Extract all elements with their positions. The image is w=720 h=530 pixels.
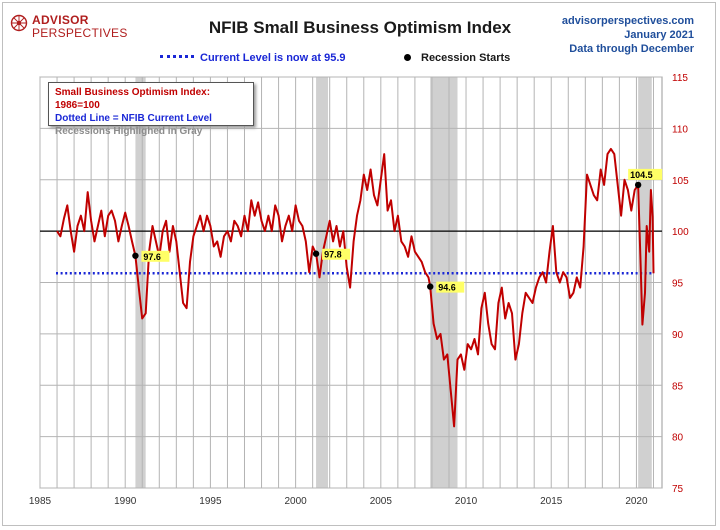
- marker-label: 104.5: [630, 170, 653, 180]
- source-date: January 2021: [624, 29, 694, 41]
- y-tick-label: 100: [672, 227, 689, 238]
- recession-markers: 97.6 97.8 94.6 104.5: [132, 168, 663, 293]
- advisor-perspectives-logo: ADVISOR PERSPECTIVES: [10, 12, 130, 42]
- reference-lines: [40, 230, 662, 275]
- logo-text-top: ADVISOR: [32, 13, 89, 27]
- y-tick-label: 80: [672, 433, 684, 444]
- recession-start-dot: [312, 250, 320, 257]
- y-tick-label: 85: [672, 381, 684, 392]
- marker-label-bg: [141, 250, 170, 262]
- y-axis-ticks: 75 80 85 90 95 100 105 110 115: [672, 73, 689, 495]
- marker-label: 94.6: [438, 283, 456, 293]
- source-site: advisorperspectives.com: [561, 15, 694, 27]
- logo-mark-icon: [10, 14, 28, 32]
- y-tick-label: 95: [672, 279, 684, 290]
- x-axis-ticks: 1985 1990 1995 2000 2005 2010 2015 2020: [29, 496, 648, 507]
- marker-label-bg: [628, 168, 663, 180]
- legend: Current Level is now at 95.9 Recession S…: [0, 52, 720, 68]
- x-tick-label: 1995: [199, 496, 222, 507]
- x-tick-label: 2020: [625, 496, 648, 507]
- recession-start-dot: [427, 283, 434, 290]
- chart-title: NFIB Small Business Optimism Index: [208, 18, 512, 37]
- x-tick-label: 2010: [455, 496, 478, 507]
- logo-text-bottom: PERSPECTIVES: [32, 26, 128, 40]
- recession-start-dot: [634, 181, 642, 189]
- y-tick-label: 115: [672, 73, 688, 84]
- info-line-recessions: Recessions Highlighed in Gray: [55, 126, 203, 137]
- legend-recession: Recession Starts: [404, 52, 510, 64]
- legend-recession-label: Recession Starts: [421, 52, 511, 64]
- legend-current-level-label: Current Level is now at 95.9: [200, 52, 346, 64]
- y-tick-label: 110: [672, 124, 688, 135]
- marker-label: 97.8: [324, 250, 342, 260]
- marker-label-bg: [322, 248, 351, 260]
- info-box: Small Business Optimism Index: 1986=100 …: [48, 82, 254, 137]
- source-data-through: Data through December: [569, 43, 694, 55]
- marker-label: 97.6: [143, 252, 161, 262]
- marker-label-bg: [436, 281, 465, 293]
- y-tick-label: 90: [672, 330, 684, 341]
- x-tick-label: 2000: [284, 496, 307, 507]
- x-tick-label: 2005: [370, 496, 393, 507]
- recession-start-dot: [132, 252, 139, 259]
- source-block: advisorperspectives.com January 2021 Dat…: [562, 14, 694, 56]
- x-tick-label: 1990: [114, 496, 137, 507]
- grid-lines: [39, 76, 663, 489]
- y-tick-label: 105: [672, 176, 689, 187]
- x-tick-label: 2015: [540, 496, 563, 507]
- info-line-index-base: Small Business Optimism Index: 1986=100: [55, 87, 211, 111]
- y-tick-label: 75: [672, 484, 684, 495]
- recession-dot-swatch: [404, 53, 411, 61]
- legend-current-level: Current Level is now at 95.9: [160, 52, 346, 64]
- x-tick-label: 1985: [29, 496, 52, 507]
- dotted-line-swatch: [160, 54, 194, 58]
- info-line-dotted: Dotted Line = NFIB Current Level: [55, 113, 212, 124]
